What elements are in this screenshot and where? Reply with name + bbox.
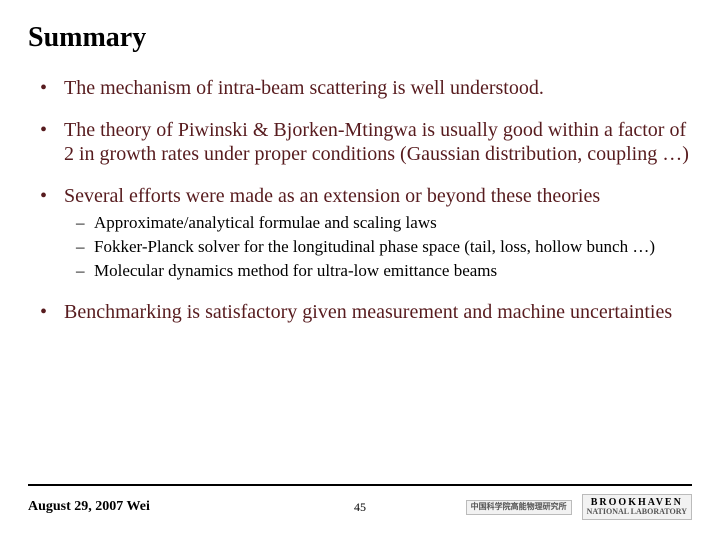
ihep-logo: 中国科学院高能物理研究所 — [466, 500, 572, 515]
sub-marker: – — [76, 212, 94, 234]
bullet-item: • Several efforts were made as an extens… — [40, 184, 692, 208]
sub-list: – Approximate/analytical formulae and sc… — [40, 212, 692, 282]
slide: Summary • The mechanism of intra-beam sc… — [0, 0, 720, 540]
bullet-marker: • — [40, 300, 64, 324]
sub-text: Fokker-Planck solver for the longitudina… — [94, 236, 655, 258]
bullet-text: Benchmarking is satisfactory given measu… — [64, 300, 672, 324]
sub-item: – Fokker-Planck solver for the longitudi… — [76, 236, 692, 258]
footer-page-number: 45 — [354, 500, 366, 515]
bullet-text: The theory of Piwinski & Bjorken-Mtingwa… — [64, 118, 692, 166]
bullet-text: The mechanism of intra-beam scattering i… — [64, 76, 544, 100]
logo-subtext: NATIONAL LABORATORY — [587, 508, 687, 517]
bullet-item: • The theory of Piwinski & Bjorken-Mting… — [40, 118, 692, 166]
footer-date-author: August 29, 2007 Wei — [28, 499, 354, 515]
sub-item: – Approximate/analytical formulae and sc… — [76, 212, 692, 234]
bullet-item: • Benchmarking is satisfactory given mea… — [40, 300, 692, 324]
bullet-group: • Several efforts were made as an extens… — [40, 184, 692, 282]
footer-logos: 中国科学院高能物理研究所 BROOKHAVEN NATIONAL LABORAT… — [366, 494, 692, 520]
brookhaven-logo: BROOKHAVEN NATIONAL LABORATORY — [582, 494, 692, 520]
sub-item: – Molecular dynamics method for ultra-lo… — [76, 260, 692, 282]
footer-row: August 29, 2007 Wei 45 中国科学院高能物理研究所 BROO… — [28, 494, 692, 520]
bullet-marker: • — [40, 118, 64, 166]
sub-marker: – — [76, 260, 94, 282]
bullet-marker: • — [40, 184, 64, 208]
bullet-item: • The mechanism of intra-beam scattering… — [40, 76, 692, 100]
sub-text: Approximate/analytical formulae and scal… — [94, 212, 437, 234]
slide-title: Summary — [28, 22, 692, 54]
sub-marker: – — [76, 236, 94, 258]
bullet-text: Several efforts were made as an extensio… — [64, 184, 600, 208]
footer: August 29, 2007 Wei 45 中国科学院高能物理研究所 BROO… — [0, 484, 720, 520]
bullet-marker: • — [40, 76, 64, 100]
content-area: • The mechanism of intra-beam scattering… — [28, 76, 692, 324]
sub-text: Molecular dynamics method for ultra-low … — [94, 260, 497, 282]
footer-divider — [28, 484, 692, 486]
logo-text: 中国科学院高能物理研究所 — [471, 502, 567, 511]
